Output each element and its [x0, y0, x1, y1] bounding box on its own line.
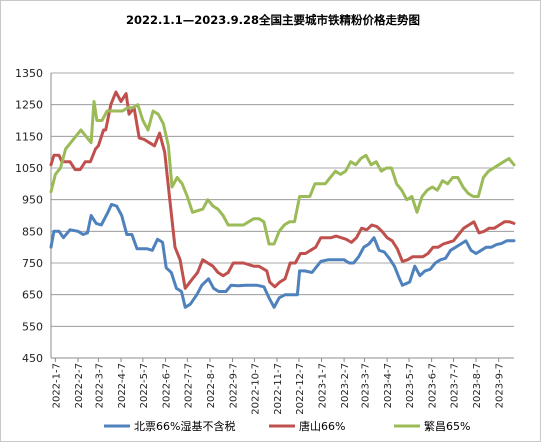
- y-tick-label: 1150: [15, 130, 43, 143]
- legend-label-2: 唐山66%: [299, 419, 345, 433]
- y-tick-label: 1350: [15, 67, 43, 80]
- x-tick-label: 2022-7-7: [183, 363, 194, 408]
- y-tick-label: 850: [22, 225, 43, 238]
- x-tick-label: 2022-10-7: [250, 363, 261, 415]
- x-tick-label: 2022-8-7: [206, 363, 217, 408]
- y-tick-label: 650: [22, 289, 43, 302]
- x-tick-label: 2022-11-7: [273, 363, 284, 415]
- series-line-1: [49, 202, 516, 309]
- legend-label-3: 繁昌65%: [424, 419, 470, 433]
- x-tick-label: 2023-4-7: [383, 363, 394, 408]
- x-tick-label: 2023-5-7: [405, 363, 416, 408]
- x-tick-label: 2022-3-7: [94, 363, 105, 408]
- y-axis: 450 550 650 750 850 950 1050 1150 1250 1350: [15, 67, 52, 365]
- series-line-3: [49, 100, 516, 246]
- x-tick-label: 2022-12-7: [295, 363, 306, 415]
- x-tick-label: 2023-2-7: [340, 363, 351, 408]
- legend-label-1: 北票66%湿基不含税: [134, 419, 235, 433]
- x-tick-label: 2023-6-7: [428, 363, 439, 408]
- y-tick-label: 950: [22, 194, 43, 207]
- x-tick-label: 2023-1-7: [318, 363, 329, 408]
- series-line-2: [49, 90, 516, 290]
- grid-lines: [51, 72, 514, 359]
- y-tick-label: 550: [22, 320, 43, 333]
- x-tick-label: 2023-8-7: [472, 363, 483, 408]
- y-tick-label: 750: [22, 257, 43, 270]
- x-tick-label: 2022-9-7: [229, 363, 240, 408]
- y-tick-label: 1050: [15, 162, 43, 175]
- x-tick-label: 2023-9-7: [495, 363, 506, 408]
- x-tick-label: 2023-7-7: [449, 363, 460, 408]
- y-tick-label: 1250: [15, 99, 43, 112]
- x-tick-label: 2022-6-7: [161, 363, 172, 408]
- x-tick-label: 2022-5-7: [139, 363, 150, 408]
- legend: 北票66%湿基不含税 唐山66% 繁昌65%: [104, 419, 470, 433]
- x-tick-label: 2022-2-7: [74, 363, 85, 408]
- x-tick-label: 2022-1-7: [51, 363, 62, 408]
- y-tick-label: 450: [22, 352, 43, 365]
- x-tick-label: 2022-4-7: [117, 363, 128, 408]
- chart-title: 2022.1.1—2023.9.28全国主要城市铁精粉价格走势图: [126, 13, 420, 27]
- x-axis: 2022-1-7 2022-2-7 2022-3-7 2022-4-7 2022-5-7…: [51, 357, 514, 415]
- series-layer: [49, 90, 516, 309]
- x-tick-label: 2023-3-7: [361, 363, 372, 408]
